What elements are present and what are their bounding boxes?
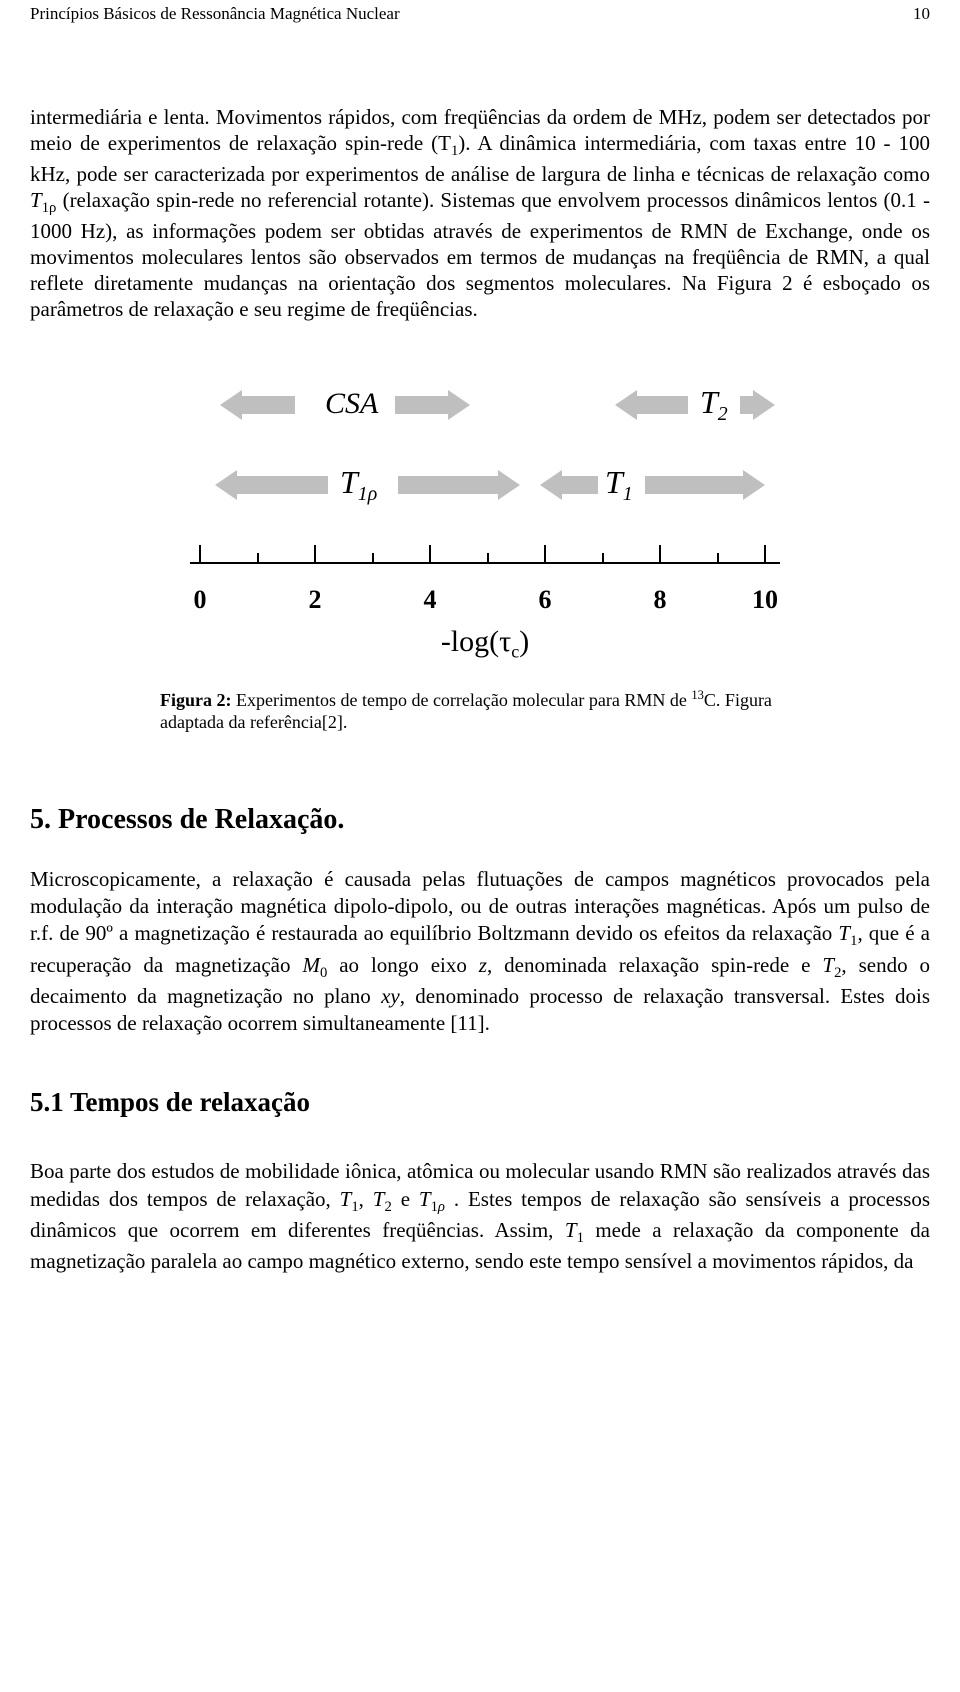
svg-text:T1ρ: T1ρ [340, 464, 377, 505]
page-number: 10 [913, 4, 930, 24]
figure-2-caption: Figura 2: Experimentos de tempo de corre… [160, 688, 800, 734]
section-5-paragraph: Microscopicamente, a relaxação é causada… [30, 866, 930, 1038]
body-paragraph: intermediária e lenta. Movimentos rápido… [30, 104, 930, 323]
section-5-1-paragraph: Boa parte dos estudos de mobilidade iôni… [30, 1158, 930, 1275]
svg-text:T1: T1 [605, 464, 633, 505]
svg-text:8: 8 [654, 585, 667, 614]
svg-text:CSA: CSA [325, 387, 379, 420]
svg-text:2: 2 [309, 585, 322, 614]
figure-2-diagram: CSA T2 T1ρ T1 0 2 4 6 8 10 -log(τc) [160, 363, 800, 663]
svg-text:10: 10 [752, 585, 778, 614]
section-5-heading: 5. Processos de Relaxação. [30, 804, 930, 836]
svg-text:4: 4 [424, 585, 437, 614]
page: Princípios Básicos de Ressonância Magnét… [0, 0, 960, 1306]
svg-text:0: 0 [194, 585, 207, 614]
section-5-1-heading: 5.1 Tempos de relaxação [30, 1087, 930, 1118]
svg-text:T2: T2 [700, 384, 728, 425]
running-title: Princípios Básicos de Ressonância Magnét… [30, 4, 400, 24]
svg-text:6: 6 [539, 585, 552, 614]
svg-text:-log(τc): -log(τc) [441, 625, 529, 662]
figure-2: CSA T2 T1ρ T1 0 2 4 6 8 10 -log(τc) [160, 363, 800, 668]
running-header: Princípios Básicos de Ressonância Magnét… [30, 4, 930, 24]
